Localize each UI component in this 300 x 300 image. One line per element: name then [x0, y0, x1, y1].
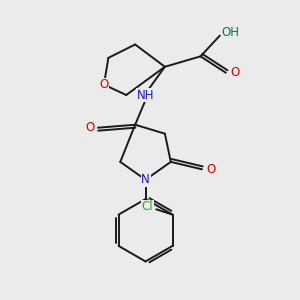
- Text: O: O: [206, 163, 216, 176]
- Text: O: O: [230, 66, 239, 79]
- Text: Cl: Cl: [142, 200, 153, 213]
- Text: O: O: [86, 121, 95, 134]
- Text: N: N: [141, 173, 150, 186]
- Text: NH: NH: [137, 88, 154, 101]
- Text: OH: OH: [221, 26, 239, 39]
- Text: O: O: [99, 78, 109, 91]
